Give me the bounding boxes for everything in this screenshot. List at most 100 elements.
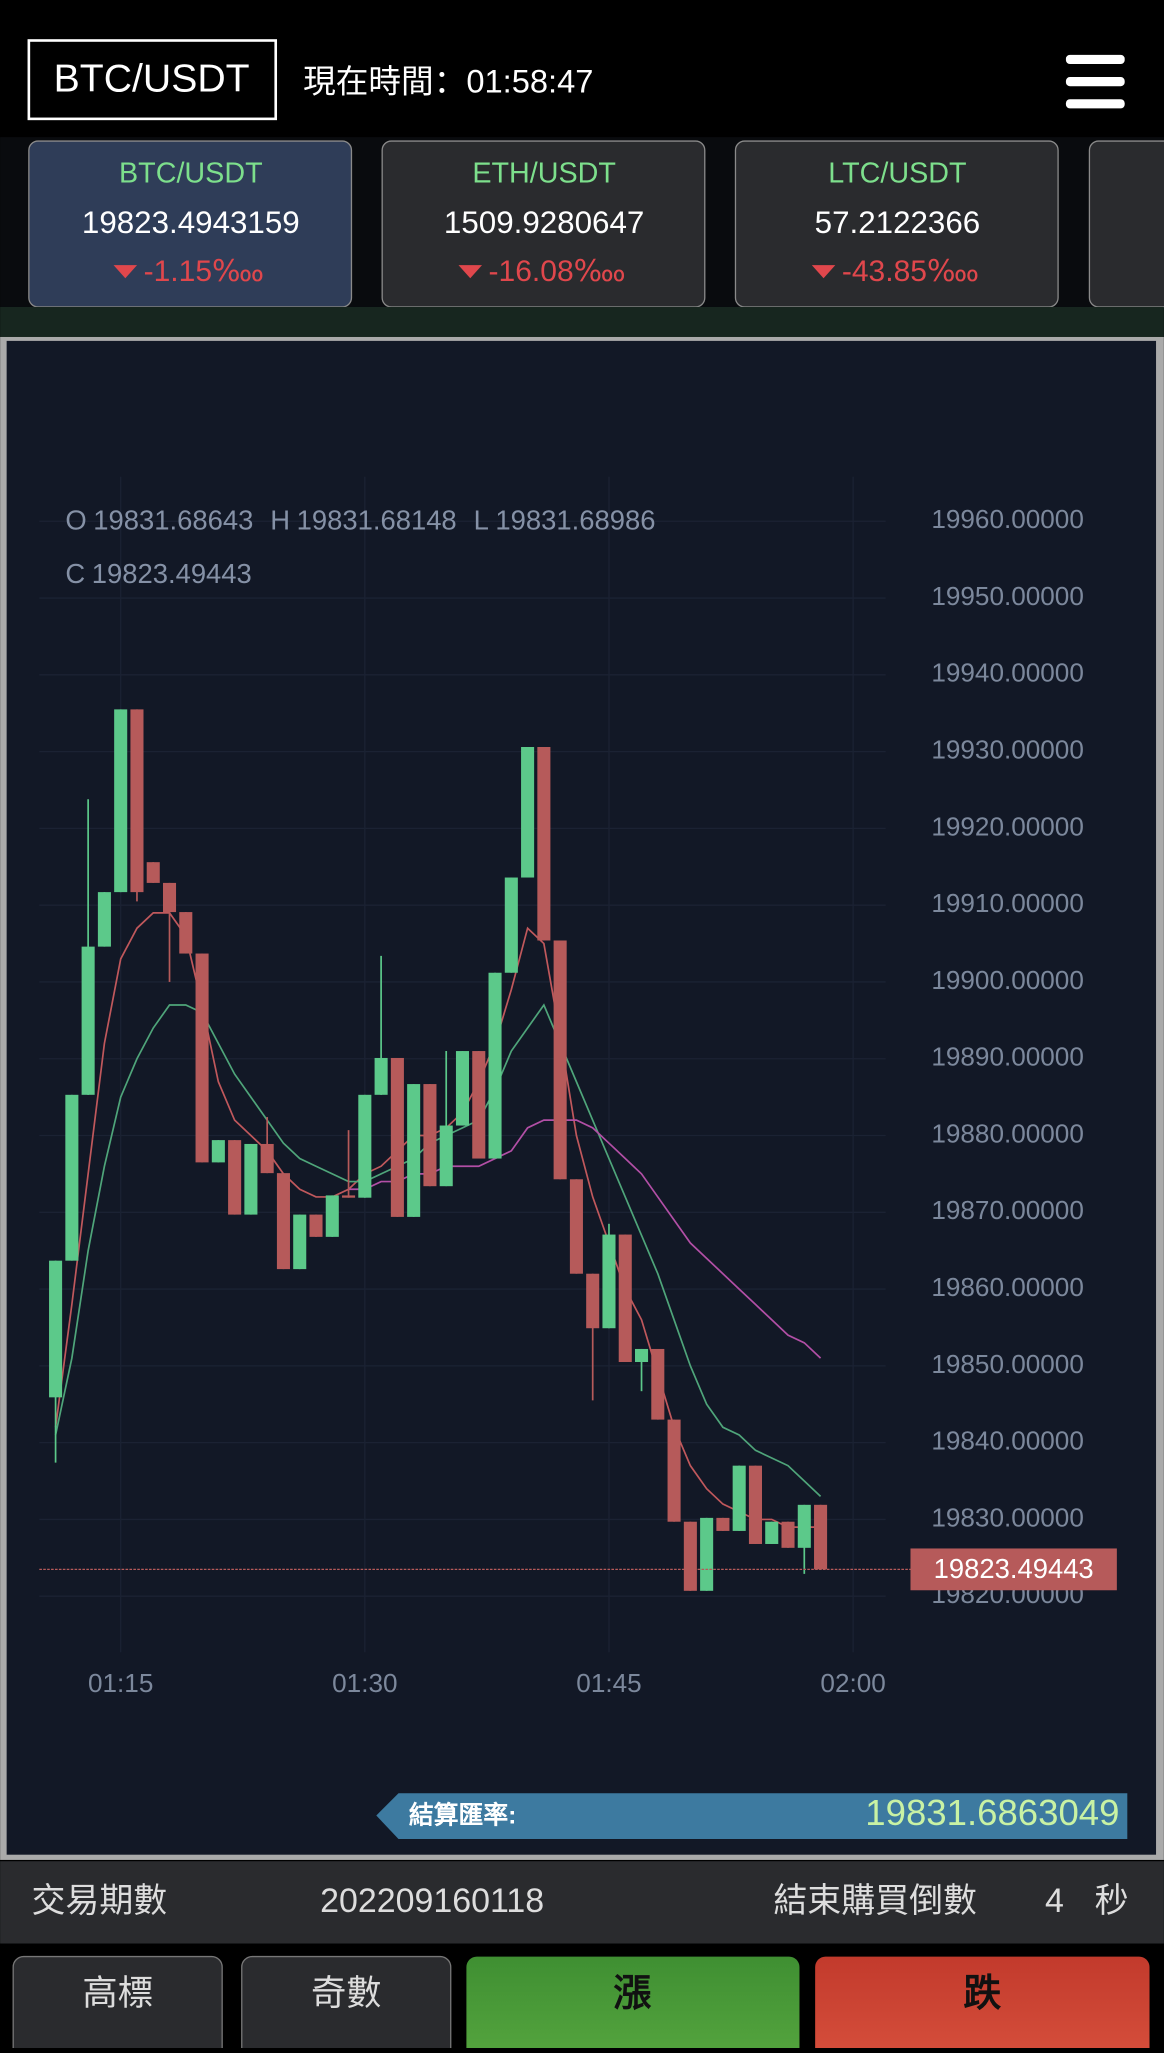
price-tag (910, 1548, 1117, 1591)
y-tick-label: 19850.00000 (931, 1349, 1083, 1379)
button-label: 漲 (613, 1973, 651, 2015)
ticker-pair: BTC/USDT (119, 158, 263, 190)
readout-label: H (270, 505, 290, 536)
x-tick-label: 01:15 (88, 1668, 153, 1698)
candle-body (293, 1214, 307, 1270)
candle-body (521, 747, 535, 878)
candle-body (244, 1143, 258, 1215)
button[interactable] (12, 1955, 223, 2053)
readout-value: 19831.68986 (495, 505, 655, 536)
candle-body (683, 1521, 697, 1591)
info-bar (0, 1861, 1164, 1944)
y-tick-label: 19930.00000 (931, 735, 1083, 765)
candle-body (716, 1517, 730, 1531)
candle-body (700, 1517, 714, 1591)
readout-value: 19823.49443 (92, 558, 252, 589)
pair-box[interactable] (27, 39, 278, 121)
readout-value: 19831.68148 (297, 505, 457, 536)
countdown: 4 (1045, 1882, 1064, 1920)
candle-body (455, 1051, 470, 1126)
candle-body (358, 1094, 372, 1198)
readout-label: L (474, 505, 489, 536)
readout-value: 19831.68643 (93, 505, 253, 536)
candle-body (651, 1348, 665, 1420)
time: 01:58:47 (466, 62, 593, 99)
period-label: 交易期數 (31, 1882, 167, 1920)
time-label: 現在時間： (303, 62, 466, 99)
candle-body (569, 1179, 583, 1274)
y-tick-label: 19880.00000 (931, 1118, 1083, 1148)
y-tick-label: 19840.00000 (931, 1426, 1083, 1456)
price-tag-label: 19823.49443 (934, 1553, 1094, 1584)
candle-body (814, 1504, 828, 1570)
x-tick-label: 01:30 (332, 1668, 397, 1698)
period: 202209160118 (320, 1882, 544, 1920)
pair: BTC/USDT (54, 57, 250, 100)
candle-body (65, 1094, 79, 1261)
candle-body (211, 1140, 225, 1163)
settlement-bar (376, 1793, 1128, 1840)
x-tick-label: 02:00 (820, 1668, 885, 1698)
candle-body (407, 1084, 421, 1217)
x-tick-label: 01:45 (576, 1668, 641, 1698)
ticker-price: 57.2122366 (815, 205, 981, 240)
menu[interactable] (1065, 54, 1125, 109)
ohlc-readout: O 19831.68643 H 19831.68148 L 19831.68986 (65, 505, 655, 536)
down-icon (458, 265, 483, 279)
candle-body (374, 1057, 388, 1095)
candle-body (797, 1504, 811, 1548)
candle-body (748, 1465, 762, 1544)
candle-body (342, 1195, 356, 1198)
ticker-price: 19823.4943159 (82, 205, 300, 240)
ticker-pair: ETH/USDT (472, 158, 616, 190)
candle-body (667, 1419, 681, 1522)
ticker-pair: LTC/USDT (828, 158, 966, 190)
ticker-change: -43.85‱ (842, 255, 979, 288)
candle-body (195, 953, 209, 1163)
candle-body (537, 747, 551, 941)
candle-body (781, 1521, 795, 1548)
ticker-price: 1509.9280647 (444, 205, 644, 240)
down-icon (113, 265, 138, 279)
countdown-label: 結束購買倒數 (773, 1882, 977, 1920)
y-tick-label: 19830.00000 (931, 1502, 1083, 1532)
y-tick-label: 19860.00000 (931, 1272, 1083, 1302)
button-label: 跌 (963, 1973, 1001, 2015)
candle-body (618, 1234, 632, 1363)
y-tick-label: 19890.00000 (931, 1042, 1083, 1072)
candle-body (634, 1348, 649, 1363)
candle-body (276, 1173, 290, 1270)
strip (0, 306, 1164, 337)
y-tick-label: 19920.00000 (931, 811, 1083, 841)
y-tick-label: 19940.00000 (931, 658, 1083, 688)
button[interactable] (466, 1956, 800, 2053)
candle-body (423, 1084, 437, 1187)
candle-body (390, 1057, 404, 1217)
down-icon (811, 265, 836, 279)
candle-body (162, 882, 177, 913)
candle-body (602, 1234, 616, 1329)
button[interactable] (815, 1956, 1150, 2053)
settlement-label: 結算匯率: (409, 1800, 516, 1829)
y-tick-label: 19960.00000 (931, 504, 1083, 534)
y-tick-label: 19870.00000 (931, 1195, 1083, 1225)
settlement-value: 19831.6863049 (865, 1792, 1119, 1833)
readout-label: O (65, 505, 86, 536)
candle-body (472, 1051, 486, 1159)
candle-body (260, 1143, 274, 1174)
candle-body (146, 862, 160, 883)
candle-body (325, 1195, 339, 1237)
candle-body (81, 946, 95, 1095)
y-tick-label: 19900.00000 (931, 965, 1083, 995)
ticker-card[interactable] (1088, 140, 1164, 308)
candle-body (439, 1125, 453, 1187)
candle-body (179, 912, 193, 954)
ohlc-readout: C 19823.49443 (65, 558, 251, 589)
candle-body (732, 1465, 746, 1531)
button[interactable] (241, 1955, 452, 2053)
candle-body (228, 1140, 242, 1215)
ticker-change: -16.08‱ (489, 255, 626, 288)
candle-body (309, 1214, 323, 1237)
y-tick-label: 19910.00000 (931, 888, 1083, 918)
